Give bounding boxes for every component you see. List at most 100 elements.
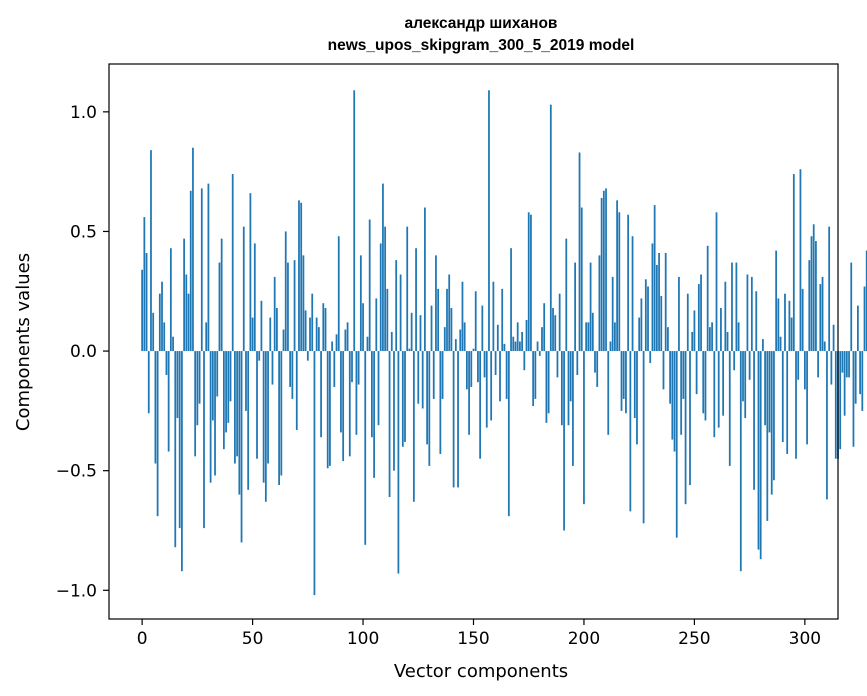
bar — [620, 351, 623, 411]
bar — [594, 351, 596, 373]
bar — [214, 351, 216, 476]
bar — [293, 260, 296, 352]
bar — [408, 348, 411, 352]
bar — [823, 341, 826, 352]
bar — [187, 293, 190, 352]
bar — [660, 296, 663, 352]
bar — [583, 351, 585, 505]
bar — [640, 298, 643, 352]
bar — [401, 351, 404, 447]
bar — [616, 200, 618, 352]
bar — [216, 351, 219, 397]
bar — [598, 255, 601, 352]
bar — [722, 351, 725, 416]
bar — [534, 351, 537, 399]
bar — [390, 331, 393, 352]
bar — [574, 262, 576, 352]
bar — [189, 190, 192, 352]
bar — [682, 351, 685, 399]
bar — [664, 252, 667, 352]
bar — [468, 351, 470, 435]
y-tick-label: −0.5 — [56, 462, 97, 482]
bar — [784, 293, 786, 352]
bar — [344, 329, 347, 352]
bar — [828, 226, 831, 352]
y-tick-label: 1.0 — [70, 103, 97, 123]
bar — [273, 276, 276, 352]
bar — [717, 351, 720, 428]
bar — [351, 351, 353, 383]
bar — [452, 351, 455, 488]
bar — [527, 212, 530, 352]
bar — [355, 351, 358, 435]
bar — [684, 351, 687, 505]
bar — [333, 351, 336, 387]
bar — [556, 351, 559, 378]
bar — [421, 351, 424, 409]
bar — [200, 188, 203, 352]
bar — [194, 351, 197, 457]
bar — [819, 284, 822, 352]
bar — [799, 169, 802, 352]
bar — [686, 293, 689, 352]
bar — [326, 351, 329, 469]
bar — [614, 322, 616, 352]
bar — [494, 351, 497, 375]
bar — [222, 351, 225, 450]
bar — [459, 329, 462, 352]
bar — [490, 351, 493, 421]
bar — [850, 262, 853, 352]
bar — [231, 174, 234, 352]
bar — [607, 351, 610, 435]
bar — [287, 262, 289, 352]
bar — [269, 317, 272, 352]
bar — [253, 243, 256, 352]
chart-title-line2: news_upos_skipgram_300_5_2019 model — [328, 37, 635, 54]
bar — [368, 219, 371, 352]
bar — [245, 351, 247, 411]
bar — [397, 351, 400, 574]
bar — [565, 238, 568, 352]
bar — [596, 351, 599, 387]
bar — [704, 351, 707, 421]
bar — [560, 351, 563, 426]
bar — [733, 351, 736, 371]
x-axis-label: Vector components — [394, 661, 568, 682]
bar-series — [141, 90, 867, 596]
bar — [675, 351, 678, 538]
bar — [258, 351, 261, 361]
bar — [262, 351, 265, 483]
bar — [755, 291, 758, 352]
bar — [446, 288, 448, 352]
bar — [808, 260, 811, 352]
bar — [331, 341, 333, 352]
bar — [185, 274, 188, 352]
bar — [256, 351, 258, 459]
y-tick-label: 0.0 — [70, 342, 97, 362]
bar — [602, 190, 605, 352]
bar — [163, 322, 166, 352]
bar — [450, 308, 453, 352]
bar — [282, 329, 285, 352]
bar — [205, 322, 208, 352]
bar — [514, 341, 517, 352]
bar — [152, 312, 155, 352]
bar — [417, 351, 420, 404]
bar — [625, 351, 627, 414]
bar — [848, 351, 850, 378]
bar — [572, 351, 574, 466]
bar — [779, 336, 782, 352]
bar — [775, 250, 778, 352]
bar — [172, 336, 174, 352]
bar — [196, 351, 199, 426]
bar — [569, 351, 572, 402]
bar — [329, 351, 331, 466]
bar — [673, 351, 676, 452]
bar — [463, 322, 466, 352]
bar — [843, 351, 846, 416]
bar — [342, 351, 345, 462]
bar — [395, 260, 398, 352]
y-tick-label: 0.5 — [70, 222, 97, 242]
bar — [600, 197, 603, 352]
bar — [547, 351, 550, 414]
